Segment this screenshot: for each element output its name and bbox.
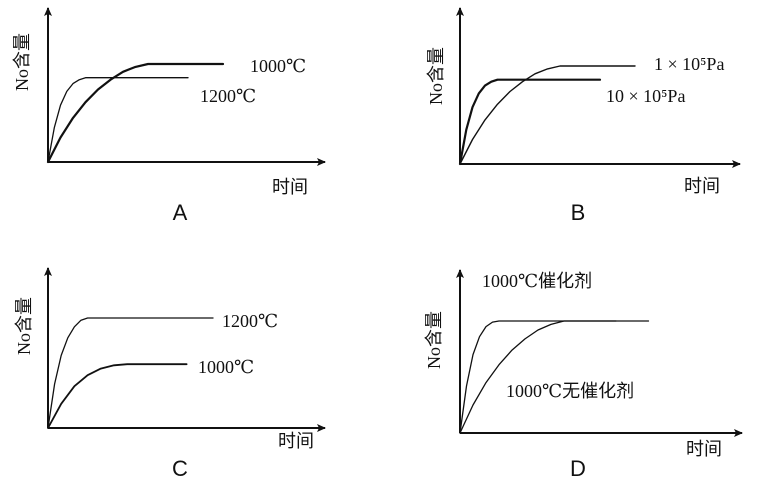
series-label-1: 1000℃ [250,56,306,76]
series-label-1: 1200℃ [222,311,278,331]
panel-label: C [172,456,188,481]
y-axis-label: No含量 [426,47,446,105]
series-line-1 [47,317,214,429]
series-line-1 [459,65,636,165]
y-axis-label: No含量 [14,297,34,355]
series-label-2: 10 × 10⁵Pa [606,86,685,106]
series-label-2: 1000℃无催化剂 [506,381,634,401]
series-line-1 [46,62,225,164]
y-axis-label: No含量 [424,311,444,369]
series-line-1 [459,320,650,434]
series-line-2 [459,320,617,434]
series-line-2 [458,78,602,166]
series-label-1: 1000℃催化剂 [482,271,592,291]
series-label-2: 1200℃ [200,86,256,106]
x-axis-label: 时间 [278,431,314,451]
panel-label: A [173,200,188,225]
series-line-2 [47,363,188,429]
series-label-2: 1000℃ [198,357,254,377]
x-axis-label: 时间 [686,439,722,459]
x-axis-label: 时间 [272,177,308,197]
panel-label: B [571,200,586,225]
panel-label: D [570,456,586,481]
x-axis-label: 时间 [684,176,720,196]
series-line-2 [47,77,189,163]
series-label-1: 1 × 10⁵Pa [654,54,724,74]
y-axis-label: No含量 [12,33,32,91]
